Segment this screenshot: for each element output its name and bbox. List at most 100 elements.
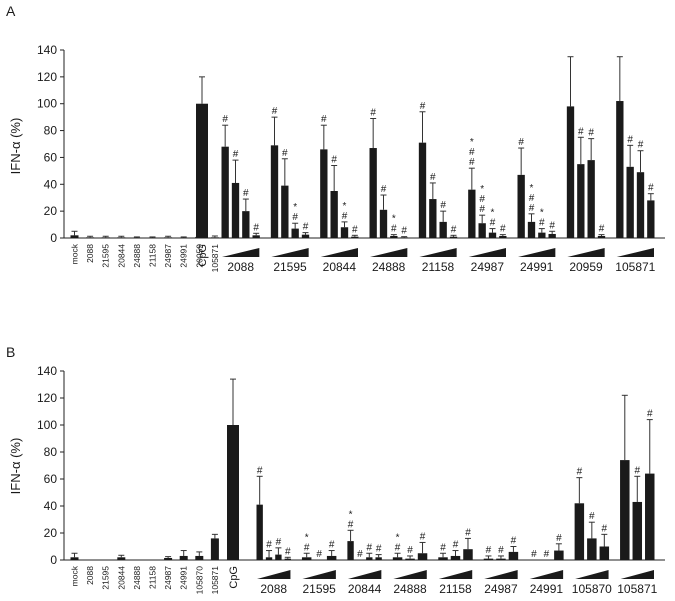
control-tick-label: 21158 [148, 244, 158, 267]
significance-mark: # [544, 549, 550, 560]
dose-triangle [370, 248, 408, 257]
significance-mark: # [357, 549, 363, 560]
group-bar [488, 232, 497, 238]
significance-mark: # [588, 128, 594, 139]
group-bar [538, 232, 546, 238]
group-bar [554, 550, 564, 560]
control-bar [70, 235, 79, 238]
dose-triangle [567, 248, 605, 257]
significance-mark: # [272, 106, 278, 117]
significance-mark: # [420, 101, 426, 112]
y-tick-label: 40 [44, 177, 58, 191]
group-label: 21158 [422, 260, 455, 274]
significance-mark: * [392, 214, 396, 225]
y-tick-label: 40 [44, 499, 58, 513]
significance-mark: # [599, 224, 605, 235]
group-bar [599, 546, 610, 560]
control-bar [86, 237, 95, 238]
y-tick-label: 0 [50, 231, 57, 245]
dose-triangle [271, 248, 309, 257]
significance-mark: # [577, 467, 583, 478]
dose-triangle [518, 248, 556, 257]
significance-mark: * [540, 208, 544, 219]
dose-triangle [438, 570, 473, 579]
group-label: 2088 [227, 260, 254, 274]
significance-mark: # [316, 549, 322, 560]
group-label: 20844 [323, 260, 357, 274]
significance-mark: # [233, 149, 239, 160]
control-tick-label: 21595 [101, 566, 111, 590]
group-bar [281, 185, 289, 238]
control-bar [117, 237, 126, 238]
significance-mark: # [511, 536, 517, 547]
y-tick-label: 0 [50, 553, 57, 567]
dose-triangle [484, 570, 518, 579]
group-bar [390, 235, 398, 238]
group-label: 21158 [439, 582, 472, 596]
significance-mark: # [370, 107, 376, 118]
significance-mark: # [253, 222, 259, 233]
group-bar [478, 223, 486, 238]
group-bar [438, 557, 448, 560]
group-bar [439, 221, 447, 238]
significance-mark: # [376, 544, 382, 555]
y-tick-label: 140 [37, 364, 57, 378]
significance-mark: * [343, 201, 347, 212]
group-bar [496, 558, 506, 560]
significance-mark: * [470, 137, 474, 148]
cpg-tick-label: CpG [228, 566, 240, 589]
dose-triangle [620, 570, 654, 579]
significance-mark: # [321, 114, 327, 125]
control-bar [179, 555, 188, 560]
group-bar [326, 555, 337, 560]
control-tick-label: 24991 [179, 566, 189, 590]
significance-mark: * [349, 509, 353, 520]
significance-mark: # [627, 134, 633, 145]
significance-mark: # [292, 212, 298, 223]
significance-mark: # [331, 154, 337, 165]
control-bar [70, 557, 79, 560]
group-bar [566, 106, 575, 239]
group-bar [252, 235, 260, 238]
control-tick-label: 21158 [148, 566, 158, 589]
significance-mark: # [304, 542, 310, 553]
significance-mark: * [305, 532, 309, 543]
control-bar [101, 237, 110, 238]
significance-mark: # [440, 200, 446, 211]
significance-mark: # [451, 224, 457, 235]
significance-mark: # [407, 545, 413, 556]
group-bar [468, 189, 476, 238]
significance-mark: # [243, 188, 249, 199]
significance-mark: # [479, 194, 485, 205]
significance-mark: # [266, 540, 272, 551]
group-bar [548, 233, 556, 238]
group-label: 24987 [484, 582, 518, 596]
y-tick-label: 20 [44, 204, 58, 218]
group-bar [347, 541, 354, 560]
significance-mark: # [401, 226, 407, 237]
significance-mark: # [549, 220, 555, 231]
group-bar [645, 473, 655, 560]
dose-triangle [616, 248, 654, 257]
control-tick-label: 2088 [85, 566, 95, 585]
panel-label-b: B [6, 344, 15, 360]
group-bar [231, 182, 240, 238]
group-bar [620, 460, 630, 560]
significance-mark: * [530, 183, 534, 194]
y-tick-label: 60 [44, 472, 58, 486]
control-tick-label: 105871 [210, 566, 220, 595]
group-bar [508, 551, 519, 560]
significance-mark: # [486, 545, 492, 556]
panel-label-a: A [6, 3, 16, 19]
group-bar [449, 236, 458, 238]
significance-mark: # [453, 540, 459, 551]
control-tick-label: 24991 [179, 244, 189, 268]
control-tick-label: 105871 [210, 244, 220, 273]
control-tick-label: 21595 [101, 244, 111, 268]
cpg-tick-label: CpG [197, 244, 209, 267]
group-bar [483, 558, 494, 560]
control-tick-label: 24987 [163, 566, 173, 590]
group-bar [574, 503, 585, 560]
significance-mark: * [396, 532, 400, 543]
